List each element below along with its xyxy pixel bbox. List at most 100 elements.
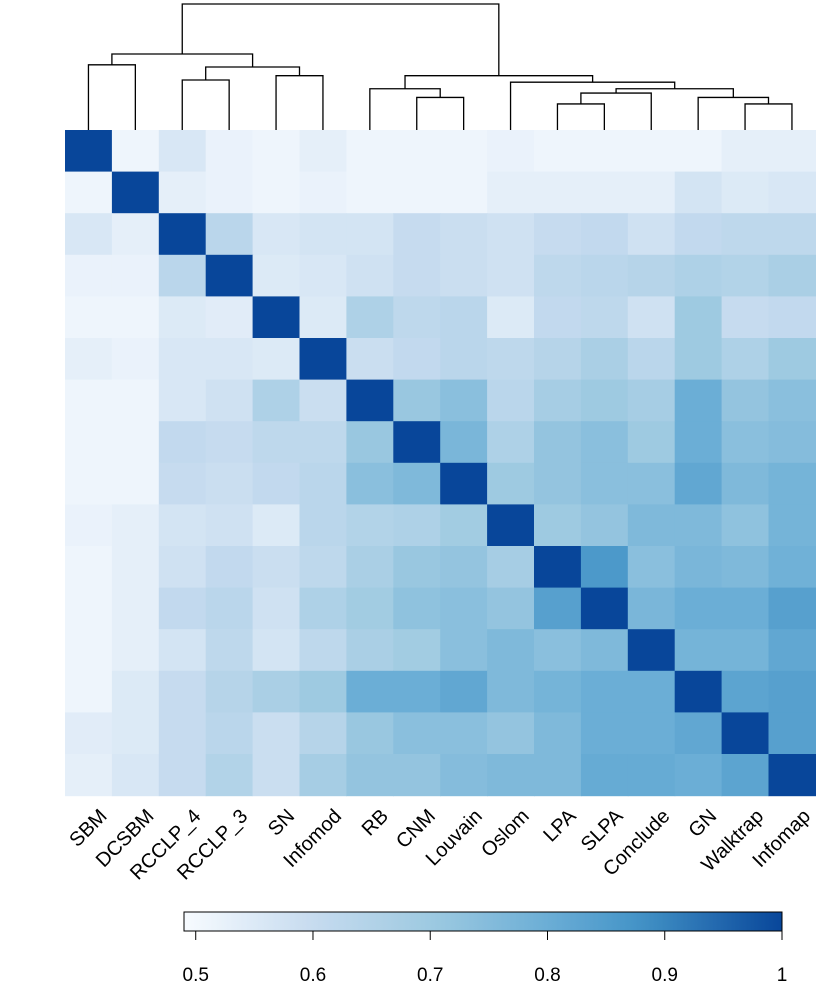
heatmap-cell bbox=[158, 213, 207, 256]
heatmap-cell bbox=[393, 130, 441, 173]
heatmap-cell bbox=[440, 421, 488, 464]
heatmap-cell bbox=[487, 421, 535, 464]
heatmap-cell bbox=[627, 462, 676, 505]
heatmap-cell bbox=[158, 379, 207, 422]
dendrogram-branch bbox=[580, 92, 652, 130]
heatmap-cell bbox=[205, 629, 254, 672]
heatmap-cell bbox=[393, 629, 441, 672]
heatmap-cell bbox=[252, 338, 301, 381]
heatmap-cell bbox=[721, 254, 770, 297]
heatmap-cell bbox=[252, 670, 301, 713]
heatmap-cell bbox=[627, 754, 676, 797]
heatmap-cell bbox=[299, 213, 347, 256]
dendrogram-branch bbox=[404, 75, 594, 89]
heatmap-cell bbox=[674, 254, 723, 297]
heatmap-cell bbox=[768, 171, 816, 214]
heatmap-cell bbox=[205, 504, 254, 547]
heatmap-cell bbox=[65, 338, 113, 381]
heatmap-cell bbox=[768, 379, 816, 422]
heatmap-cell bbox=[111, 421, 160, 464]
heatmap-cell bbox=[534, 546, 582, 589]
heatmap-cell bbox=[440, 130, 488, 173]
heatmap-cell bbox=[65, 213, 113, 256]
heatmap-cell bbox=[534, 296, 582, 339]
colorbar-gradient bbox=[183, 911, 783, 932]
heatmap-cell bbox=[534, 338, 582, 381]
heatmap-cell bbox=[627, 546, 676, 589]
heatmap-cell bbox=[393, 213, 441, 256]
heatmap-cell bbox=[627, 130, 676, 173]
heatmap-cell bbox=[440, 213, 488, 256]
heatmap-cell bbox=[65, 754, 113, 797]
heatmap-cell bbox=[487, 171, 535, 214]
heatmap-cell bbox=[346, 546, 394, 589]
heatmap-cell bbox=[721, 421, 770, 464]
heatmap-cell bbox=[674, 338, 723, 381]
heatmap-cell bbox=[440, 338, 488, 381]
heatmap-cell bbox=[299, 754, 347, 797]
heatmap-cell bbox=[346, 462, 394, 505]
heatmap-cell bbox=[768, 712, 816, 755]
colorbar-ticks: 0.5 0.6 0.7 0.8 0.9 1 bbox=[183, 931, 788, 986]
heatmap-cell bbox=[205, 546, 254, 589]
column-label: LPA bbox=[539, 805, 581, 847]
heatmap-cell bbox=[627, 421, 676, 464]
column-label: Oslom bbox=[477, 805, 533, 861]
heatmap-cell bbox=[440, 462, 488, 505]
heatmap-cell bbox=[627, 296, 676, 339]
heatmap-cell bbox=[111, 754, 160, 797]
heatmap-cell bbox=[111, 462, 160, 505]
heatmap-cell bbox=[65, 504, 113, 547]
heatmap-cell bbox=[440, 254, 488, 297]
heatmap-cell bbox=[299, 670, 347, 713]
heatmap-cell bbox=[205, 587, 254, 630]
heatmap-cell bbox=[627, 504, 676, 547]
heatmap-cell bbox=[346, 171, 394, 214]
dendrogram-branch bbox=[369, 88, 441, 130]
heatmap-cell bbox=[393, 462, 441, 505]
heatmap-cell bbox=[721, 504, 770, 547]
heatmap-cell bbox=[580, 712, 629, 755]
heatmap-cell bbox=[487, 254, 535, 297]
heatmap-cell bbox=[158, 254, 207, 297]
heatmap-cell bbox=[440, 296, 488, 339]
heatmap-cell bbox=[158, 587, 207, 630]
heatmap-cell bbox=[393, 171, 441, 214]
heatmap-cell bbox=[674, 670, 723, 713]
heatmap-cell bbox=[346, 254, 394, 297]
heatmap-cell bbox=[346, 213, 394, 256]
heatmap-cell bbox=[393, 587, 441, 630]
heatmap-cell bbox=[440, 379, 488, 422]
heatmap-cell bbox=[299, 296, 347, 339]
heatmap-cell bbox=[487, 754, 535, 797]
heatmap-cell bbox=[252, 754, 301, 797]
heatmap-cell bbox=[393, 712, 441, 755]
heatmap-cell bbox=[346, 504, 394, 547]
heatmap-cell bbox=[205, 130, 254, 173]
heatmap-cell bbox=[65, 629, 113, 672]
heatmap-cell bbox=[768, 254, 816, 297]
heatmap-cell bbox=[534, 629, 582, 672]
heatmap-cell bbox=[721, 712, 770, 755]
heatmap-cell bbox=[580, 296, 629, 339]
heatmap-cell bbox=[721, 130, 770, 173]
heatmap-cell bbox=[674, 130, 723, 173]
heatmap-cell bbox=[487, 587, 535, 630]
heatmap-cell bbox=[440, 587, 488, 630]
heatmap-cell bbox=[205, 462, 254, 505]
heatmap-cell bbox=[487, 546, 535, 589]
heatmap-cell bbox=[111, 130, 160, 173]
dendrogram-branch bbox=[205, 66, 301, 81]
heatmap-cell bbox=[627, 712, 676, 755]
heatmap-cell bbox=[205, 379, 254, 422]
heatmap-cell bbox=[721, 629, 770, 672]
heatmap-cell bbox=[768, 504, 816, 547]
heatmap-cell bbox=[252, 213, 301, 256]
heatmap-cell bbox=[487, 712, 535, 755]
heatmap-cell bbox=[768, 213, 816, 256]
heatmap-cell bbox=[674, 296, 723, 339]
colorbar-tick-label: 0.9 bbox=[652, 965, 678, 986]
heatmap-cell bbox=[205, 712, 254, 755]
colorbar-tick-label: 1 bbox=[777, 965, 788, 986]
heatmap-cell bbox=[721, 670, 770, 713]
